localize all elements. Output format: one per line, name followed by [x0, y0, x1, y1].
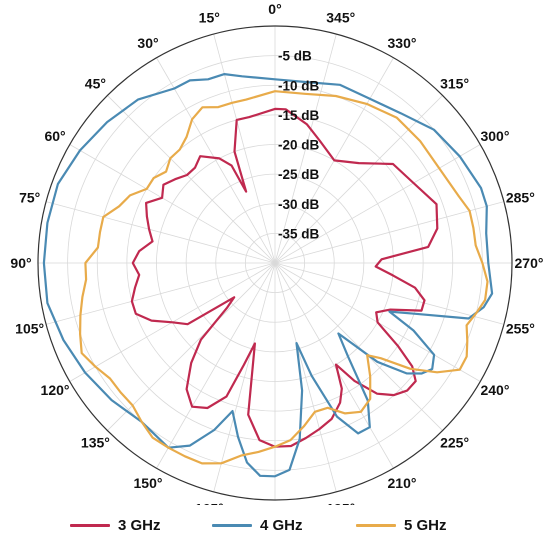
legend-item-3ghz: 3 GHz	[70, 514, 161, 536]
grid-spoke	[45, 262, 276, 325]
radial-labels: -5 dB -10 dB -15 dB -20 dB -25 dB -30 dB -35 d…	[278, 49, 320, 242]
angle-tick-label: 150°	[134, 475, 163, 491]
grid-spoke	[156, 262, 276, 469]
legend-swatch-5ghz	[356, 523, 396, 527]
angle-tick-label: 210°	[388, 475, 417, 491]
grid-spoke	[213, 33, 276, 264]
legend-item-4ghz: 4 GHz	[212, 514, 303, 536]
grid-spoke	[274, 144, 481, 264]
grid-spoke	[107, 262, 276, 431]
grid-spoke	[274, 33, 337, 264]
grid-spoke	[213, 262, 276, 493]
polar-chart: -5 dB -10 dB -15 dB -20 dB -25 dB -30 dB -35 d…	[10, 1, 543, 505]
angle-tick-label: 135°	[81, 435, 110, 451]
angle-tick-label: 195°	[326, 500, 355, 505]
series-line-3-ghz	[130, 107, 439, 448]
legend-swatch-3ghz	[70, 523, 110, 527]
angle-tick-label: 300°	[480, 128, 509, 144]
angle-tick-label: 285°	[506, 189, 535, 205]
legend-swatch-4ghz	[212, 523, 252, 527]
grid-spoke	[156, 57, 276, 264]
legend-item-5ghz: 5 GHz	[356, 514, 447, 536]
angle-tick-label: 45°	[85, 75, 106, 91]
outer-ring	[37, 25, 513, 501]
angle-tick-label: 120°	[41, 382, 70, 398]
angle-tick-label: 270°	[515, 255, 544, 271]
radial-tick-label: -10 dB	[278, 78, 320, 93]
angle-labels: 0° 15° 30° 45° 60° 75° 90° 105° 120° 135° 150° 165°…	[10, 1, 543, 505]
angle-tick-label: 255°	[506, 321, 535, 337]
angle-tick-label: 165°	[195, 500, 224, 505]
angle-tick-label: 60°	[44, 128, 65, 144]
series-line-5-ghz	[79, 90, 489, 465]
grid-spoke	[274, 95, 443, 264]
grid-spoke	[274, 262, 337, 493]
polar-grid	[37, 25, 513, 501]
legend-label-4ghz: 4 GHz	[260, 516, 303, 534]
grid-spoke	[274, 201, 505, 264]
radial-tick-label: -5 dB	[278, 49, 312, 64]
radial-tick-label: -35 dB	[278, 226, 320, 241]
angle-tick-label: 105°	[15, 321, 44, 337]
series-layer	[42, 73, 494, 478]
radial-tick-label: -20 dB	[278, 138, 320, 153]
radial-tick-label: -25 dB	[278, 167, 320, 182]
legend-label-3ghz: 3 GHz	[118, 516, 161, 534]
angle-tick-label: 345°	[326, 10, 355, 26]
angle-tick-label: 315°	[440, 75, 469, 91]
angle-tick-label: 0°	[268, 1, 281, 17]
angle-tick-label: 15°	[199, 10, 220, 26]
grid-spoke	[274, 262, 505, 325]
grid-spoke	[45, 201, 276, 264]
series-line-4-ghz	[42, 73, 494, 478]
angle-tick-label: 30°	[137, 35, 158, 51]
legend-label-5ghz: 5 GHz	[404, 516, 447, 534]
legend: 3 GHz 4 GHz 5 GHz	[0, 510, 550, 540]
grid-spoke	[274, 262, 394, 469]
grid-spoke	[107, 95, 276, 264]
angle-tick-label: 240°	[480, 382, 509, 398]
angle-tick-label: 225°	[440, 435, 469, 451]
angle-tick-label: 90°	[10, 255, 31, 271]
angle-tick-label: 75°	[19, 189, 40, 205]
angle-tick-label: 330°	[388, 35, 417, 51]
grid-spoke	[274, 262, 443, 431]
grid-spoke	[69, 144, 276, 264]
radial-tick-label: -15 dB	[278, 108, 320, 123]
radial-tick-label: -30 dB	[278, 197, 320, 212]
